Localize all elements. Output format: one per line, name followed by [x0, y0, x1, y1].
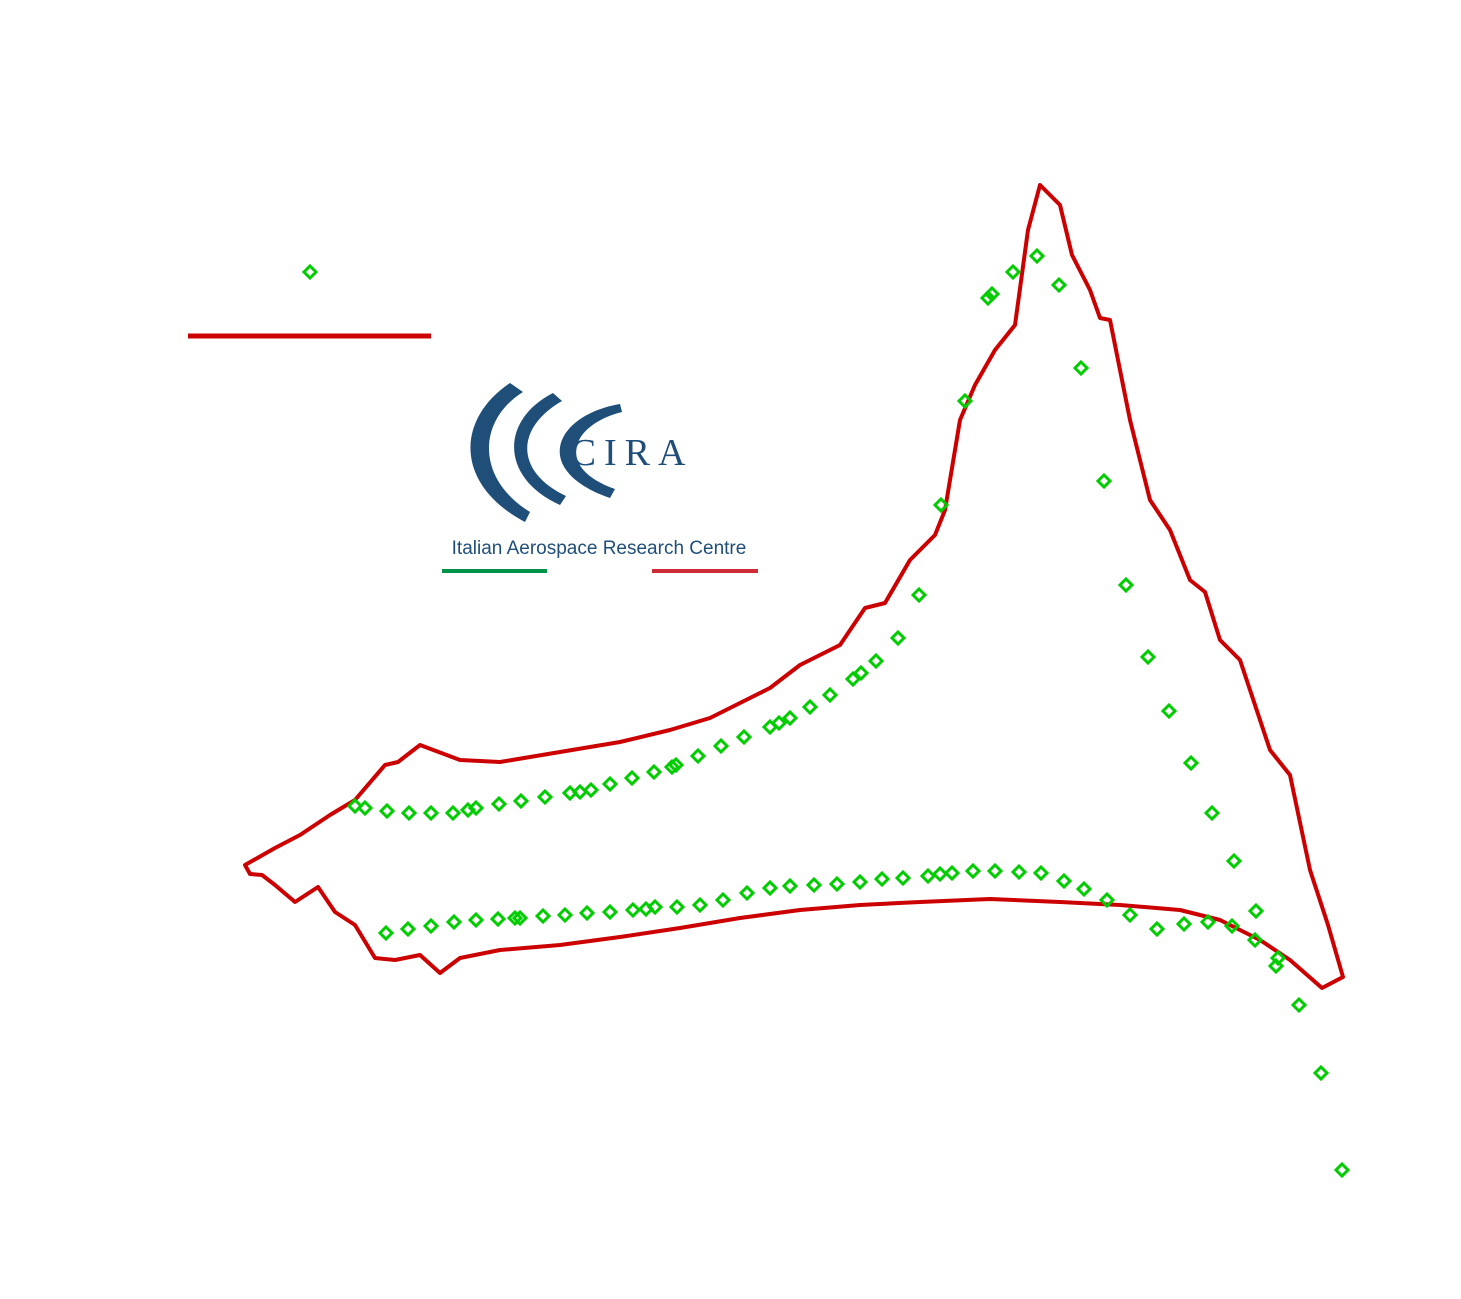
point [346, 797, 364, 815]
point [1246, 931, 1264, 949]
point [467, 911, 485, 929]
point [511, 909, 529, 927]
point [1004, 263, 1022, 281]
point [689, 747, 707, 765]
point [735, 728, 753, 746]
point [1117, 576, 1135, 594]
point [490, 795, 508, 813]
point [931, 865, 949, 883]
point [489, 910, 507, 928]
point [556, 906, 574, 924]
point [761, 879, 779, 897]
point [1075, 880, 1093, 898]
point [601, 903, 619, 921]
point [910, 586, 928, 604]
point [714, 891, 732, 909]
point [399, 920, 417, 938]
point [1055, 872, 1073, 890]
point [873, 870, 891, 888]
point [400, 804, 418, 822]
point [582, 781, 600, 799]
point [536, 788, 554, 806]
logo-swoosh [470, 383, 530, 522]
point [867, 652, 885, 670]
point [1333, 1161, 1351, 1179]
point [571, 783, 589, 801]
point [467, 799, 485, 817]
point [1225, 852, 1243, 870]
point [781, 709, 799, 727]
point [986, 862, 1004, 880]
point [1175, 915, 1193, 933]
point [1290, 996, 1308, 1014]
point [534, 907, 552, 925]
point [821, 686, 839, 704]
point [1160, 702, 1178, 720]
point [356, 799, 374, 817]
point [983, 285, 1001, 303]
point [624, 901, 642, 919]
point [1267, 957, 1285, 975]
point [1072, 359, 1090, 377]
logo-subtitle: Italian Aerospace Research Centre [452, 538, 747, 559]
point [1203, 804, 1221, 822]
point [1199, 913, 1217, 931]
point [691, 896, 709, 914]
logo-name: CIRA [571, 432, 694, 474]
point [578, 904, 596, 922]
point [889, 629, 907, 647]
logo: CIRA Italian Aerospace Research Centre [442, 383, 758, 573]
point [1182, 754, 1200, 772]
point [770, 714, 788, 732]
point [1098, 891, 1116, 909]
point [801, 698, 819, 716]
point [852, 664, 870, 682]
point [506, 909, 524, 927]
point [1139, 648, 1157, 666]
point [512, 792, 530, 810]
point [712, 737, 730, 755]
point [956, 392, 974, 410]
point [445, 913, 463, 931]
point [1050, 276, 1068, 294]
point [932, 496, 950, 514]
point [781, 877, 799, 895]
point [1095, 472, 1113, 490]
point [667, 756, 685, 774]
point [668, 898, 686, 916]
point [1121, 906, 1139, 924]
point [1312, 1064, 1330, 1082]
point [805, 876, 823, 894]
point [377, 924, 395, 942]
point [894, 869, 912, 887]
point [646, 898, 664, 916]
point [919, 867, 937, 885]
point [738, 884, 756, 902]
point [828, 875, 846, 893]
point [1010, 863, 1028, 881]
point [444, 804, 462, 822]
point [601, 775, 619, 793]
point [1032, 864, 1050, 882]
point [623, 769, 641, 787]
line [243, 183, 1345, 990]
point [422, 917, 440, 935]
point [422, 804, 440, 822]
point [851, 873, 869, 891]
point [378, 802, 396, 820]
point [645, 763, 663, 781]
point [1148, 920, 1166, 938]
point [1223, 917, 1241, 935]
point [943, 864, 961, 882]
legend-marker [301, 263, 319, 281]
logo-swoosh [559, 404, 622, 498]
point [964, 862, 982, 880]
point [1028, 247, 1046, 265]
point [979, 289, 997, 307]
logo-swoosh [514, 393, 566, 505]
point [1247, 902, 1265, 920]
